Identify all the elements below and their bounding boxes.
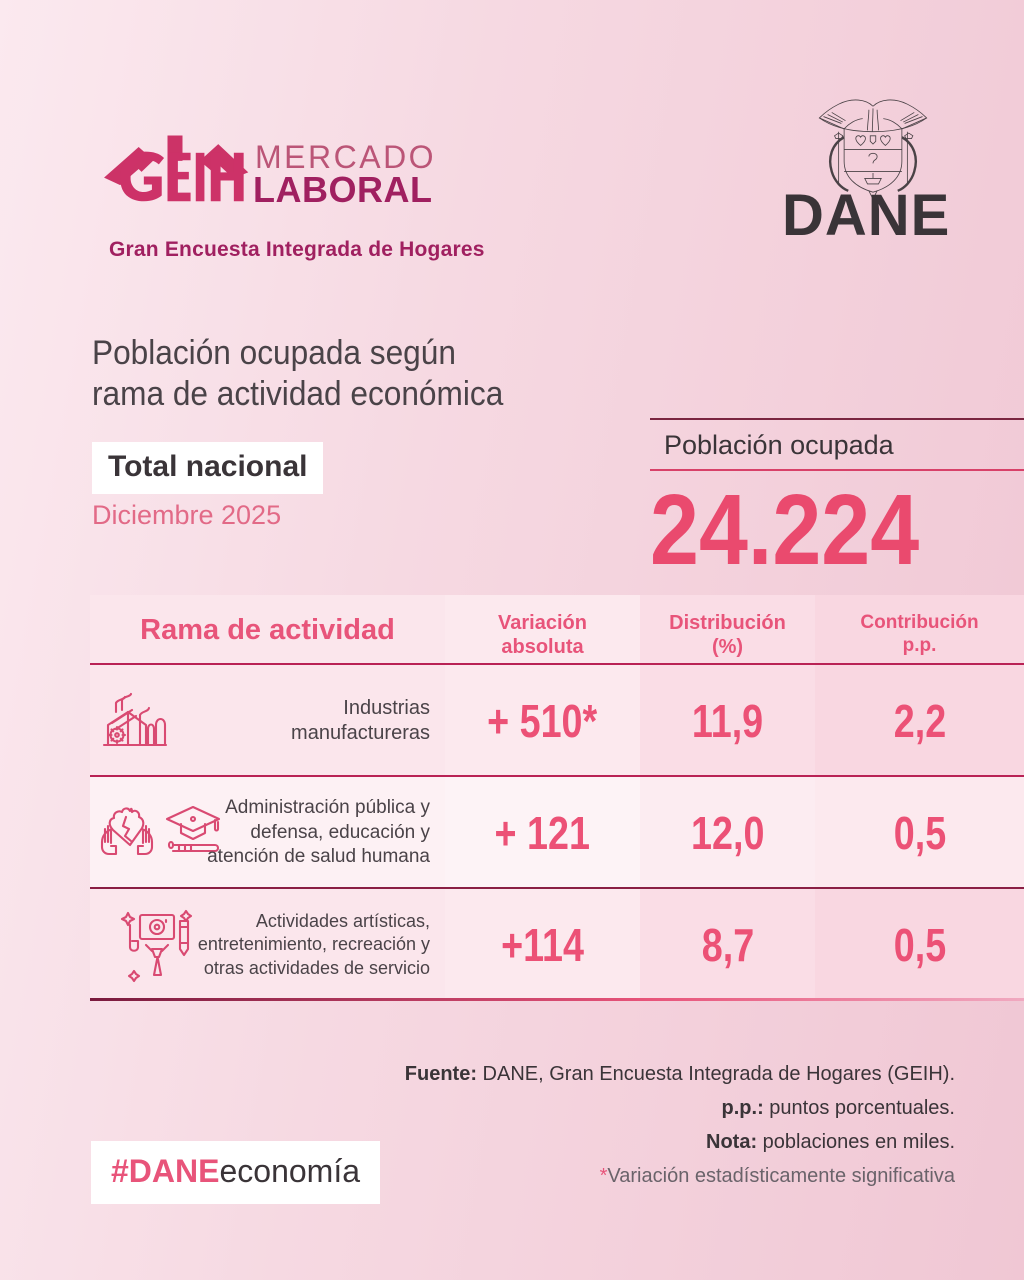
svg-text:DANE: DANE: [782, 185, 950, 248]
